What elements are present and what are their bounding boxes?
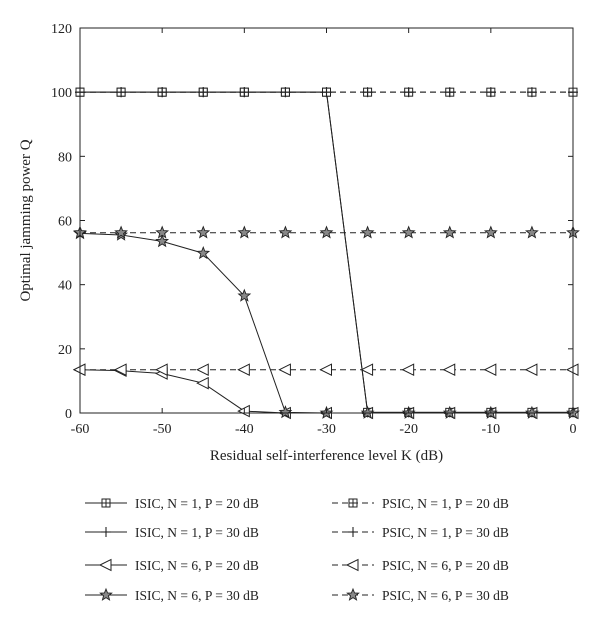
data-point-psic-n6-p30 <box>278 225 293 239</box>
legend-item-isic-n6-p20: ISIC, N = 6, P = 20 dB <box>85 558 259 573</box>
legend-item-psic-n1-p30: PSIC, N = 1, P = 30 dB <box>332 525 509 540</box>
legend-item-psic-n6-p20: PSIC, N = 6, P = 20 dB <box>332 558 509 573</box>
data-point-psic-n6-p30 <box>319 225 334 239</box>
y-tick-label: 120 <box>51 22 72 37</box>
data-point-psic-n1-p30 <box>321 87 332 98</box>
series-psic-n1-p30 <box>75 87 578 98</box>
data-point-psic-n6-p20 <box>524 363 538 376</box>
plot-frame <box>79 27 574 414</box>
data-point-psic-n1-p30 <box>485 87 496 98</box>
data-point-isic-n6-p20 <box>196 376 209 390</box>
series-line-isic-n1-p30 <box>80 91 573 413</box>
y-tick-label: 100 <box>51 86 72 101</box>
series-psic-n6-p20 <box>72 363 579 376</box>
data-point-psic-n6-p30 <box>237 225 252 239</box>
data-point-isic-n6-p20 <box>237 404 250 418</box>
legend-label-psic-n1-p20: PSIC, N = 1, P = 20 dB <box>382 496 509 511</box>
data-point-psic-n1-p30 <box>157 87 168 98</box>
legend-label-psic-n1-p30: PSIC, N = 1, P = 30 dB <box>382 525 509 540</box>
legend-label-isic-n1-p30: ISIC, N = 1, P = 30 dB <box>135 525 259 540</box>
x-tick-label: -20 <box>399 422 418 437</box>
data-point-isic-n6-p30 <box>196 245 211 260</box>
data-point-psic-n1-p30 <box>198 87 209 98</box>
series-psic-n6-p30 <box>73 225 580 239</box>
series-isic-n6-p30 <box>73 226 580 419</box>
x-tick-label: -30 <box>317 422 336 437</box>
plot-area <box>72 87 580 420</box>
y-tick-label: 60 <box>58 215 72 230</box>
data-point-psic-n1-p30 <box>362 87 373 98</box>
legend-label-psic-n6-p20: PSIC, N = 6, P = 20 dB <box>382 558 509 573</box>
data-point-psic-n6-p20 <box>360 363 374 376</box>
legend-marker-isic-n6-p20 <box>98 558 112 572</box>
x-tick-label: 0 <box>570 422 577 437</box>
legend-item-isic-n1-p20: ISIC, N = 1, P = 20 dB <box>85 496 259 511</box>
legend-marker-isic-n1-p30 <box>101 527 111 537</box>
legend-marker-psic-n6-p30 <box>346 587 360 601</box>
data-point-psic-n6-p30 <box>483 225 498 239</box>
legend: ISIC, N = 1, P = 20 dB ISIC, N = 1, P = 3… <box>85 496 509 603</box>
axes: -60 -50 -40 -30 -20 -10 0 0 20 40 60 80 100 120 <box>51 22 577 437</box>
data-point-psic-n6-p30 <box>196 225 211 239</box>
series-line-isic-n6-p30 <box>79 232 573 414</box>
y-tick-label: 40 <box>58 279 72 294</box>
data-point-psic-n6-p20 <box>442 363 456 376</box>
data-point-psic-n6-p30 <box>155 225 170 239</box>
legend-label-psic-n6-p30: PSIC, N = 6, P = 30 dB <box>382 588 509 603</box>
legend-label-isic-n6-p30: ISIC, N = 6, P = 30 dB <box>135 588 259 603</box>
data-point-psic-n6-p30 <box>360 225 375 239</box>
data-point-isic-n6-p30 <box>442 405 457 419</box>
legend-item-isic-n6-p30: ISIC, N = 6, P = 30 dB <box>85 587 259 603</box>
data-point-psic-n6-p20 <box>113 363 127 376</box>
data-point-psic-n6-p30 <box>525 225 539 239</box>
data-point-psic-n6-p30 <box>114 225 128 239</box>
data-point-psic-n6-p20 <box>319 363 332 376</box>
x-tick-label: -60 <box>71 422 90 437</box>
x-tick-label: -50 <box>153 422 172 437</box>
data-point-psic-n1-p30 <box>444 87 455 98</box>
data-point-psic-n1-p30 <box>403 87 414 98</box>
data-point-psic-n6-p20 <box>237 363 250 376</box>
legend-marker-psic-n1-p20 <box>348 498 358 508</box>
legend-marker-psic-n6-p20 <box>345 558 359 572</box>
data-point-psic-n6-p20 <box>196 363 209 376</box>
x-tick-label: -40 <box>235 422 254 437</box>
legend-item-psic-n1-p20: PSIC, N = 1, P = 20 dB <box>332 496 509 511</box>
series-line-isic-n1-p20 <box>80 91 573 413</box>
data-point-isic-n6-p30 <box>360 405 375 419</box>
x-axis-label: Residual self-interference level K (dB) <box>210 448 443 464</box>
data-point-isic-n6-p30 <box>525 405 539 419</box>
y-tick-label: 0 <box>65 407 72 422</box>
data-point-psic-n6-p20 <box>483 363 497 376</box>
data-point-psic-n6-p30 <box>401 225 416 239</box>
data-point-isic-n6-p30 <box>155 234 170 248</box>
y-tick-label: 80 <box>58 150 72 165</box>
data-point-psic-n6-p30 <box>442 225 457 239</box>
data-point-psic-n6-p20 <box>401 363 415 376</box>
legend-marker-psic-n1-p30 <box>348 527 358 537</box>
y-axis-label: Optimal jamming power Q <box>18 139 34 301</box>
legend-marker-isic-n6-p30 <box>99 587 113 601</box>
data-point-psic-n1-p30 <box>526 87 537 98</box>
x-tick-label: -10 <box>481 422 500 437</box>
data-point-psic-n6-p20 <box>155 363 168 376</box>
data-point-isic-n6-p30 <box>237 288 252 302</box>
legend-item-psic-n6-p30: PSIC, N = 6, P = 30 dB <box>332 587 509 603</box>
data-point-psic-n1-p30 <box>239 87 250 98</box>
data-point-psic-n1-p30 <box>116 87 127 98</box>
legend-item-isic-n1-p30: ISIC, N = 1, P = 30 dB <box>85 525 259 540</box>
data-point-psic-n1-p30 <box>280 87 291 98</box>
legend-label-isic-n1-p20: ISIC, N = 1, P = 20 dB <box>135 496 259 511</box>
data-point-psic-n6-p20 <box>278 363 291 376</box>
legend-marker-isic-n1-p20 <box>101 498 111 508</box>
legend-label-isic-n6-p20: ISIC, N = 6, P = 20 dB <box>135 558 259 573</box>
y-tick-label: 20 <box>58 343 72 358</box>
data-point-isic-n6-p30 <box>278 405 293 419</box>
